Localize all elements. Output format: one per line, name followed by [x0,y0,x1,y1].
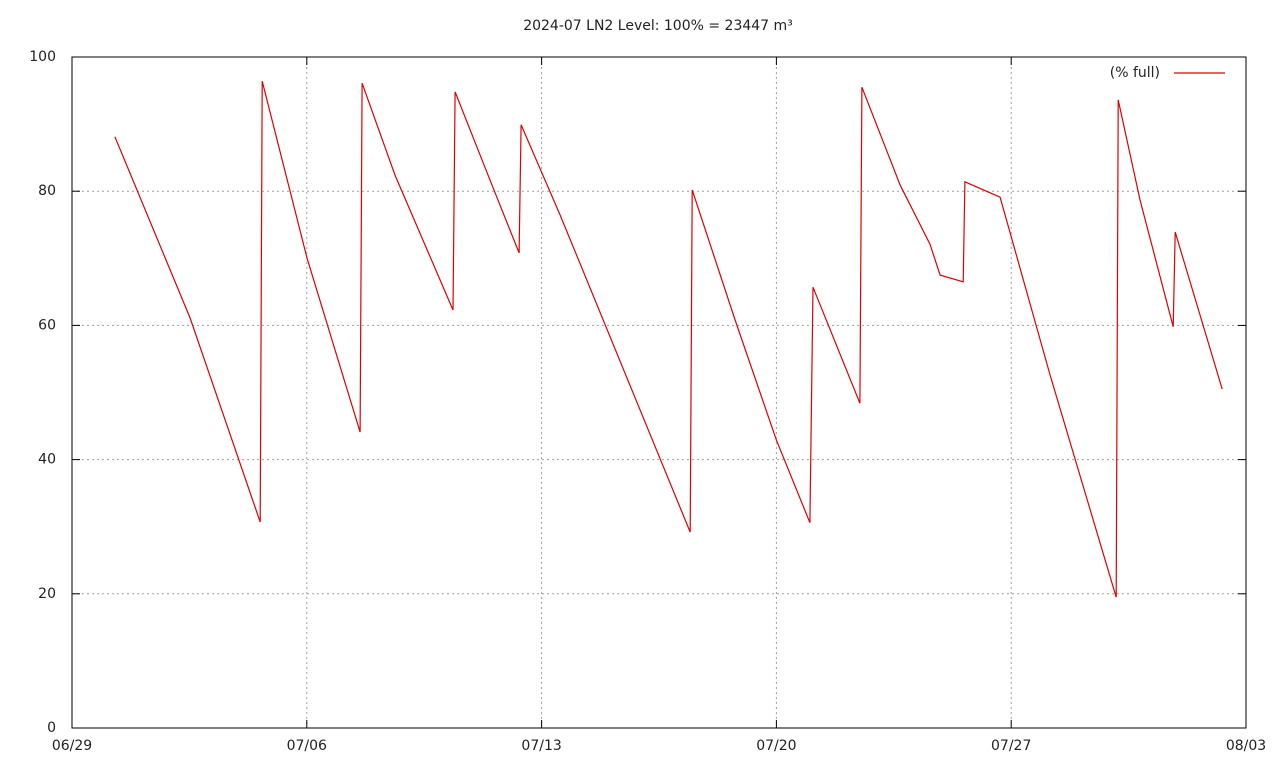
line-series [114,81,1223,598]
legend-label: (% full) [1110,65,1160,81]
y-tick-label: 80 [38,183,56,199]
y-tick-label: 40 [38,452,56,468]
y-tick-label: 60 [38,317,56,333]
x-tick-label: 07/13 [521,738,561,754]
x-tick-label: 06/29 [52,738,92,754]
x-tick-label: 07/06 [287,738,327,754]
y-tick-label: 0 [47,720,56,736]
y-tick-label: 100 [29,49,56,65]
chart-title: 2024-07 LN2 Level: 100% = 23447 m³ [523,18,793,34]
x-tick-label: 08/03 [1226,738,1266,754]
x-tick-label: 07/27 [991,738,1031,754]
y-tick-label: 20 [38,586,56,602]
x-tick-label: 07/20 [756,738,796,754]
plot-frame [71,56,1247,729]
